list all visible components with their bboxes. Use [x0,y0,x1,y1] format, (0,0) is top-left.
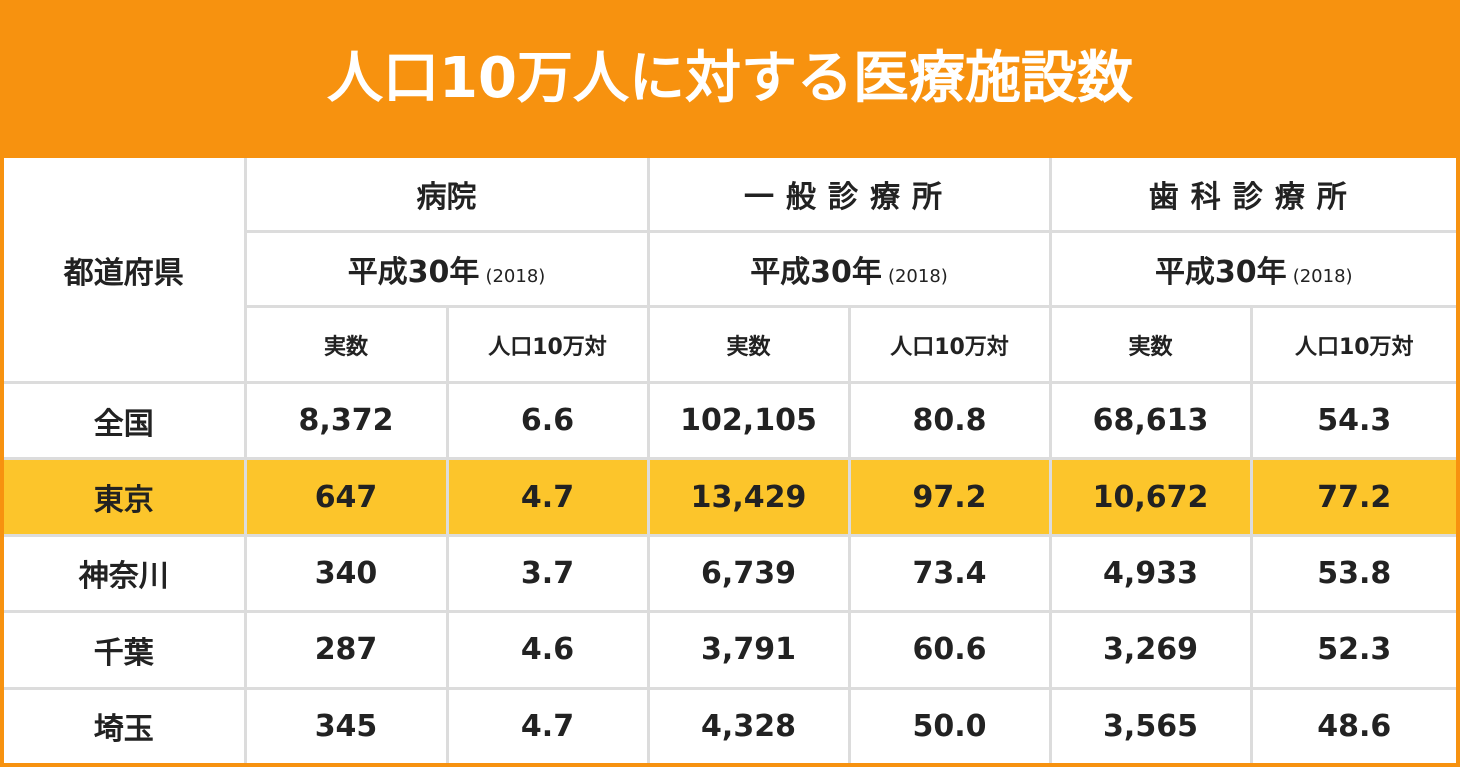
group-header: 病院 [243,158,650,233]
corner-header: 都道府県 [4,158,247,384]
cell: 53.8 [1249,533,1456,614]
cell: 4,328 [646,686,851,763]
row-label: 東京 [4,457,247,537]
period: 平成30年 [1154,255,1287,290]
cell: 4.7 [445,686,650,763]
column-header: 人口10万対 [1249,305,1456,384]
period-header: 平成30年 (2018) [646,230,1052,308]
column-header: 実数 [646,305,851,384]
period-header: 平成30年 (2018) [1048,230,1456,308]
cell: 68,613 [1048,380,1253,461]
data-row: 埼玉 345 4.7 4,328 50.0 3,565 48.6 [4,686,1456,763]
data-row: 全国 8,372 6.6 102,105 80.8 68,613 54.3 [4,380,1456,461]
cell: 52.3 [1249,610,1456,690]
row-label: 千葉 [4,610,247,690]
header-row: 平成30年 (2018) 平成30年 (2018) 平成30年 (2018) [4,230,1456,308]
cell: 80.8 [847,380,1052,461]
column-header: 人口10万対 [445,305,650,384]
cell: 73.4 [847,533,1052,614]
title: 人口10万人に対する医療施設数 [327,46,1133,111]
cell: 345 [243,686,449,763]
cell: 102,105 [646,380,851,461]
cell: 8,372 [243,380,449,461]
data-row: 東京 647 4.7 13,429 97.2 10,672 77.2 [4,457,1456,537]
cell: 13,429 [646,457,851,537]
cell: 50.0 [847,686,1052,763]
cell: 60.6 [847,610,1052,690]
cell: 10,672 [1048,457,1253,537]
cell: 3,269 [1048,610,1253,690]
column-header: 人口10万対 [847,305,1052,384]
data-row: 神奈川 340 3.7 6,739 73.4 4,933 53.8 [4,533,1456,614]
cell: 3,791 [646,610,851,690]
cell: 3.7 [445,533,650,614]
row-label: 埼玉 [4,686,247,763]
cell: 77.2 [1249,457,1456,537]
cell: 4.7 [445,457,650,537]
cell: 4.6 [445,610,650,690]
row-label: 全国 [4,380,247,461]
table-head: 都道府県 病院 一般診療所 歯科診療所 平成30年 (2018) 平成30年 (2018) 平成… [4,158,1456,384]
year: (2018) [887,266,948,287]
cell: 54.3 [1249,380,1456,461]
cell: 340 [243,533,449,614]
cell: 48.6 [1249,686,1456,763]
year: (2018) [1292,266,1353,287]
row-label: 神奈川 [4,533,247,614]
period: 平成30年 [750,255,882,290]
header-row: 実数 人口10万対 実数 人口10万対 実数 人口10万対 [4,305,1456,384]
cell: 6,739 [646,533,851,614]
column-header: 実数 [1048,305,1253,384]
cell: 97.2 [847,457,1052,537]
group-header: 歯科診療所 [1048,158,1456,233]
cell: 3,565 [1048,686,1253,763]
header-row: 都道府県 病院 一般診療所 歯科診療所 [4,158,1456,384]
period: 平成30年 [347,255,480,290]
data-row: 千葉 287 4.6 3,791 60.6 3,269 52.3 [4,610,1456,690]
cell: 647 [243,457,449,537]
cell: 287 [243,610,449,690]
column-header: 実数 [245,305,449,384]
period-header: 平成30年 (2018) [245,230,650,308]
cell: 4,933 [1048,533,1253,614]
year: (2018) [485,266,546,287]
table-body: 全国 8,372 6.6 102,105 80.8 68,613 54.3 東京 647 4.7 1… [4,380,1456,763]
group-header: 一般診療所 [646,158,1052,233]
cell: 6.6 [445,380,650,461]
table: 都道府県 病院 一般診療所 歯科診療所 平成30年 (2018) 平成30年 (2018) 平成… [4,158,1456,763]
